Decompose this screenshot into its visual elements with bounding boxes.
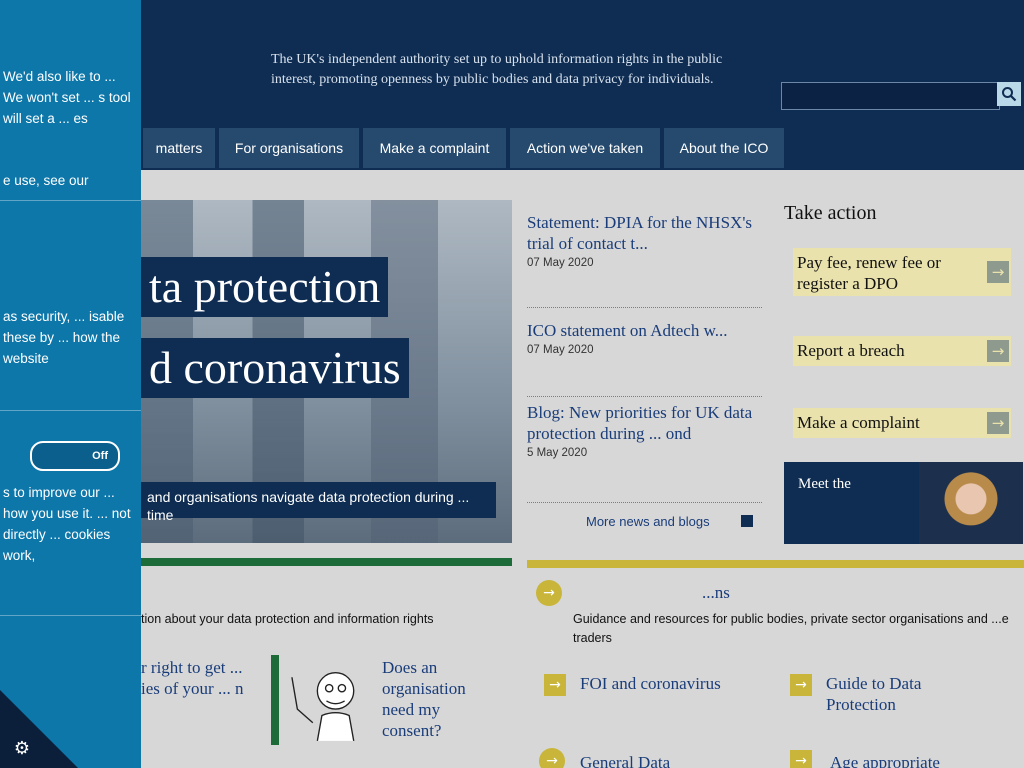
more-news-link[interactable]: More news and blogs bbox=[586, 514, 710, 529]
cookie-divider bbox=[0, 410, 141, 411]
search-input[interactable] bbox=[781, 82, 1000, 110]
cookie-panel: We'd also like to ... We won't set ... s… bbox=[0, 0, 141, 768]
illustration-border bbox=[271, 655, 279, 745]
cookie-text-intro: We'd also like to ... We won't set ... s… bbox=[3, 69, 131, 126]
main-content: ta protection d coronavirus and organisa… bbox=[141, 170, 1024, 768]
hero-title-line2: d coronavirus bbox=[141, 338, 409, 398]
cookie-settings-icon[interactable]: ⚙ bbox=[13, 738, 31, 758]
section-bar-green bbox=[141, 558, 512, 566]
take-action-heading: Take action bbox=[784, 202, 877, 224]
section-bar-yellow bbox=[527, 560, 1024, 568]
your-rights-link[interactable]: r right to get ... ies of your ... n bbox=[141, 658, 244, 698]
arrow-right-icon: → bbox=[790, 674, 812, 696]
news-date: 5 May 2020 bbox=[527, 447, 588, 459]
action-card-label: Pay fee, renew fee or register a DPO bbox=[797, 253, 941, 293]
site-header: The UK's independent authority set up to… bbox=[141, 0, 1024, 124]
circle-arrow-icon: → bbox=[539, 748, 565, 768]
nav-item-action-weve-taken[interactable]: Action we've taken bbox=[510, 128, 660, 168]
news-divider bbox=[527, 307, 762, 308]
analytics-cookie-toggle[interactable]: Off bbox=[30, 441, 120, 471]
cookie-text-see-our: e use, see our bbox=[3, 173, 89, 188]
consent-link[interactable]: Does an organisation need my consent? bbox=[382, 658, 466, 740]
commissioner-portrait-image bbox=[919, 462, 1023, 544]
hero-banner-link[interactable]: ta protection d coronavirus and organisa… bbox=[141, 200, 512, 543]
nav-item-make-a-complaint[interactable]: Make a complaint bbox=[363, 128, 506, 168]
news-title-link[interactable]: Blog: New priorities for UK data protect… bbox=[527, 403, 753, 443]
action-card-pay-fee[interactable]: Pay fee, renew fee or register a DPO → bbox=[793, 248, 1011, 296]
nav-item-about-the-ico[interactable]: About the ICO bbox=[664, 128, 784, 168]
action-card-label: Make a complaint bbox=[797, 413, 920, 432]
general-data-link[interactable]: General Data bbox=[580, 753, 671, 768]
news-title-link[interactable]: Statement: DPIA for the NHSX's trial of … bbox=[527, 213, 752, 253]
person-thinking-illustration bbox=[291, 672, 355, 742]
cookie-divider bbox=[0, 615, 141, 616]
lower-left-intro-text: tion about your data protection and info… bbox=[141, 612, 434, 626]
action-card-report-breach[interactable]: Report a breach → bbox=[793, 336, 1011, 366]
nav-item-for-organisations[interactable]: For organisations bbox=[219, 128, 359, 168]
meet-text: Meet the bbox=[798, 476, 851, 492]
foi-coronavirus-link[interactable]: FOI and coronavirus bbox=[580, 674, 721, 693]
guide-to-data-protection-link[interactable]: Guide to Data Protection bbox=[826, 674, 922, 714]
search-icon bbox=[1002, 87, 1017, 102]
news-item: Statement: DPIA for the NHSX's trial of … bbox=[527, 212, 767, 269]
circle-arrow-icon: → bbox=[536, 580, 562, 606]
news-date: 07 May 2020 bbox=[527, 257, 594, 269]
arrow-right-icon: → bbox=[544, 674, 566, 696]
cookie-text-necessary: as security, ... isable these by ... how… bbox=[3, 309, 125, 366]
arrow-right-icon: → bbox=[987, 340, 1009, 362]
action-card-make-complaint[interactable]: Make a complaint → bbox=[793, 408, 1011, 438]
news-item: ICO statement on Adtech w... 07 May 2020 bbox=[527, 320, 767, 356]
toggle-label: Off bbox=[92, 450, 108, 462]
organisations-intro-text: Guidance and resources for public bodies… bbox=[573, 612, 1009, 645]
news-title-link[interactable]: ICO statement on Adtech w... bbox=[527, 321, 728, 340]
cookie-corner-tab[interactable] bbox=[0, 690, 78, 768]
news-item: Blog: New priorities for UK data protect… bbox=[527, 402, 767, 459]
nav-item-your-data-matters[interactable]: matters bbox=[143, 128, 215, 168]
arrow-right-icon: → bbox=[790, 750, 812, 768]
search-button[interactable] bbox=[997, 82, 1021, 106]
news-date: 07 May 2020 bbox=[527, 344, 594, 356]
age-appropriate-link[interactable]: Age appropriate bbox=[830, 753, 940, 768]
news-divider bbox=[527, 502, 762, 503]
more-news-icon[interactable] bbox=[741, 515, 753, 527]
cookie-divider bbox=[0, 200, 141, 201]
news-divider bbox=[527, 396, 762, 397]
action-card-label: Report a breach bbox=[797, 341, 905, 360]
organisations-heading: ...ns bbox=[702, 583, 730, 602]
header-tagline: The UK's independent authority set up to… bbox=[271, 52, 723, 87]
arrow-right-icon: → bbox=[987, 412, 1009, 434]
hero-description: and organisations navigate data protecti… bbox=[141, 482, 496, 523]
arrow-right-icon: → bbox=[987, 261, 1009, 283]
cookie-text-analytics: s to improve our ... how you use it. ...… bbox=[3, 485, 131, 563]
hero-title-line1: ta protection bbox=[141, 257, 389, 317]
main-navigation: matters For organisations Make a complai… bbox=[141, 124, 1024, 170]
